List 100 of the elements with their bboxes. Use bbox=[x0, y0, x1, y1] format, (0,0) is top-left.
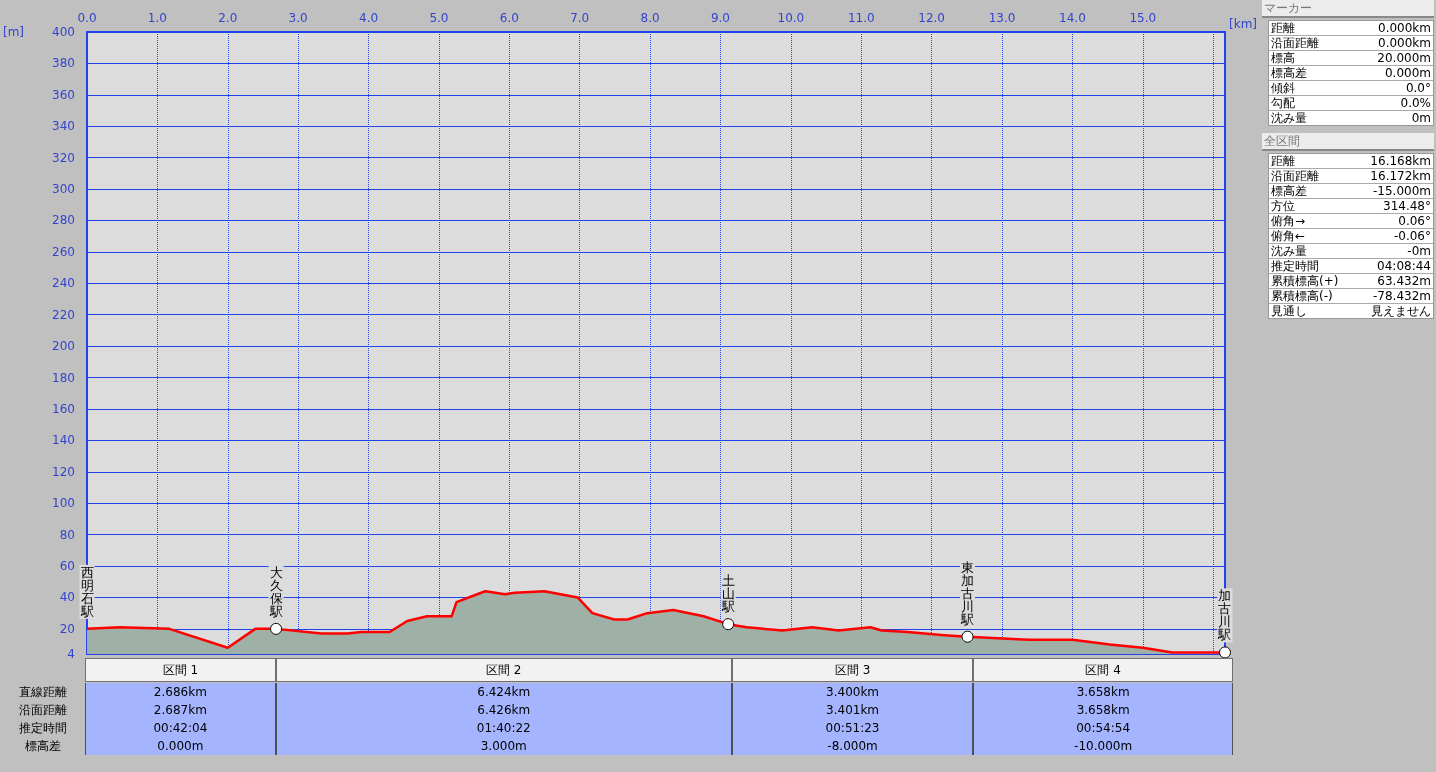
text: 勾配 bbox=[1271, 96, 1295, 110]
annotation: 土山駅 bbox=[720, 573, 735, 615]
y-tick-label: 60 bbox=[59, 559, 75, 574]
text: 推定時間 bbox=[17, 720, 68, 737]
y-tick-label: 300 bbox=[52, 182, 75, 197]
x-tick-label: 8.0 bbox=[640, 11, 660, 25]
x-tick-label: 14.0 bbox=[1059, 11, 1086, 25]
y-tick-label: 280 bbox=[52, 213, 75, 228]
text: 20.000m bbox=[1377, 51, 1431, 65]
text: 区間 4 bbox=[973, 658, 1233, 682]
y-tick-label: 40 bbox=[59, 590, 75, 605]
y-tick-label: 340 bbox=[52, 119, 75, 134]
annotation: 東加古川駅 bbox=[960, 559, 975, 627]
x-tick-label: 2.0 bbox=[218, 11, 238, 25]
text: 00:54:54 bbox=[973, 719, 1233, 737]
text: 区間 2 bbox=[275, 658, 732, 682]
text: 累積標高(-) bbox=[1271, 289, 1333, 303]
text: 区間 3 bbox=[731, 658, 974, 682]
y-tick-label: 200 bbox=[52, 339, 75, 354]
y-tick-label: 120 bbox=[52, 464, 75, 479]
text: 標高差 bbox=[1271, 184, 1307, 198]
text: 全区間 bbox=[1262, 133, 1434, 151]
text: 0m bbox=[1411, 111, 1431, 125]
text: 314.48° bbox=[1383, 199, 1431, 213]
x-tick-label: 12.0 bbox=[918, 11, 945, 25]
text: 3.000m bbox=[275, 737, 732, 755]
point bbox=[961, 630, 974, 643]
point bbox=[270, 622, 283, 635]
y-tick-label: 180 bbox=[52, 370, 75, 385]
y-tick-label: 260 bbox=[52, 244, 75, 259]
annotation: 加古川駅 bbox=[1217, 588, 1232, 643]
x-tick-label: 10.0 bbox=[777, 11, 805, 25]
x-tick-label: 13.0 bbox=[988, 11, 1016, 25]
text: 俯角← bbox=[1271, 229, 1306, 243]
text: マーカー bbox=[1262, 0, 1434, 18]
text: -0m bbox=[1407, 244, 1431, 258]
text: -10.000m bbox=[973, 737, 1233, 755]
text: 16.168km bbox=[1370, 154, 1431, 168]
y-tick-label: 160 bbox=[52, 401, 75, 416]
text: -0.06° bbox=[1393, 229, 1431, 243]
x-tick-label: 5.0 bbox=[429, 11, 449, 25]
text: 0.000m bbox=[85, 737, 276, 755]
text: 直線距離 bbox=[17, 684, 68, 701]
y-tick-label: 240 bbox=[52, 276, 75, 291]
text: -78.432m bbox=[1372, 289, 1431, 303]
text: 推定時間 bbox=[1271, 259, 1319, 273]
y-tick-label: 20 bbox=[59, 621, 75, 636]
text: 2.686km bbox=[85, 683, 276, 701]
x-tick-label: 7.0 bbox=[570, 11, 590, 25]
text: 3.658km bbox=[973, 701, 1233, 719]
text: 0.0° bbox=[1405, 81, 1431, 95]
text: 04:08:44 bbox=[1377, 259, 1431, 273]
annotation: 西明石駅 bbox=[79, 564, 94, 619]
text: 3.400km bbox=[731, 683, 974, 701]
text: 沈み量 bbox=[1271, 111, 1307, 125]
x-tick-label: 1.0 bbox=[147, 11, 167, 25]
text: 6.424km bbox=[275, 683, 732, 701]
text: 区間 1 bbox=[85, 658, 276, 682]
text: 見えません bbox=[1371, 304, 1431, 318]
y-tick-label: 320 bbox=[52, 150, 75, 165]
x-tick-label: 9.0 bbox=[710, 11, 731, 25]
text: 0.000m bbox=[1384, 66, 1431, 80]
text: 00:51:23 bbox=[731, 719, 974, 737]
text: 見通し bbox=[1271, 304, 1307, 318]
y-tick-label: 140 bbox=[52, 433, 75, 448]
text: -15.000m bbox=[1372, 184, 1431, 198]
text: 01:40:22 bbox=[275, 719, 732, 737]
text: 3.401km bbox=[731, 701, 974, 719]
text: -8.000m bbox=[731, 737, 974, 755]
x-tick-label: 15.0 bbox=[1129, 11, 1157, 25]
annotation: 大久保駅 bbox=[268, 564, 283, 619]
x-tick-label: 4.0 bbox=[359, 11, 379, 25]
text: 3.658km bbox=[973, 683, 1233, 701]
x-tick-label: 6.0 bbox=[499, 11, 519, 25]
text: 沿面距離 bbox=[1271, 169, 1319, 183]
y-axis-title: [m] bbox=[3, 25, 25, 39]
text: 63.432m bbox=[1377, 274, 1431, 288]
text: 沈み量 bbox=[1271, 244, 1307, 258]
text: 標高差 bbox=[1271, 66, 1307, 80]
text: 距離 bbox=[1271, 21, 1295, 35]
y-tick-label: 380 bbox=[52, 56, 75, 71]
point bbox=[722, 618, 735, 631]
text: 傾斜 bbox=[1271, 81, 1295, 95]
x-axis-title: [km] bbox=[1229, 17, 1258, 31]
x-tick-label: 0.0 bbox=[77, 11, 97, 25]
y-tick-label: 360 bbox=[52, 87, 75, 102]
y-tick-label: 220 bbox=[52, 307, 75, 322]
y-tick-label: 100 bbox=[52, 496, 75, 511]
text: 00:42:04 bbox=[85, 719, 276, 737]
text: 標高 bbox=[1271, 51, 1295, 65]
text: 16.172km bbox=[1370, 169, 1431, 183]
text: 俯角→ bbox=[1271, 214, 1306, 228]
text: 沿面距離 bbox=[17, 702, 68, 719]
y-tick-label: 80 bbox=[59, 527, 75, 542]
text: 沿面距離 bbox=[1271, 36, 1319, 50]
text: 0.0% bbox=[1400, 96, 1431, 110]
y-tick-label: 400 bbox=[52, 25, 75, 39]
text: 標高差 bbox=[23, 738, 62, 755]
text: 0.06° bbox=[1398, 214, 1431, 228]
text: 0.000km bbox=[1378, 36, 1431, 50]
